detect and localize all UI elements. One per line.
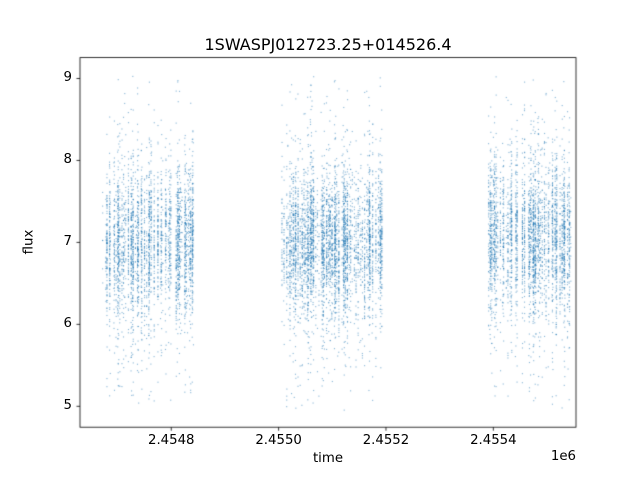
chart-title: 1SWASPJ012723.25+014526.4	[204, 35, 452, 54]
x-axis-offset-label: 1e6	[550, 449, 576, 464]
x-axis-label: time	[312, 451, 344, 466]
y-tick-label: 9	[63, 70, 72, 86]
x-tick-label: 2.4554	[470, 433, 517, 448]
y-tick-label: 8	[63, 152, 72, 168]
x-tick-label: 2.4550	[255, 433, 302, 448]
y-tick-label: 7	[63, 234, 72, 250]
y-tick-label: 5	[63, 398, 72, 414]
x-tick-label: 2.4552	[362, 433, 410, 448]
x-tick-label: 2.4548	[147, 433, 195, 448]
y-tick-label: 6	[63, 316, 72, 332]
